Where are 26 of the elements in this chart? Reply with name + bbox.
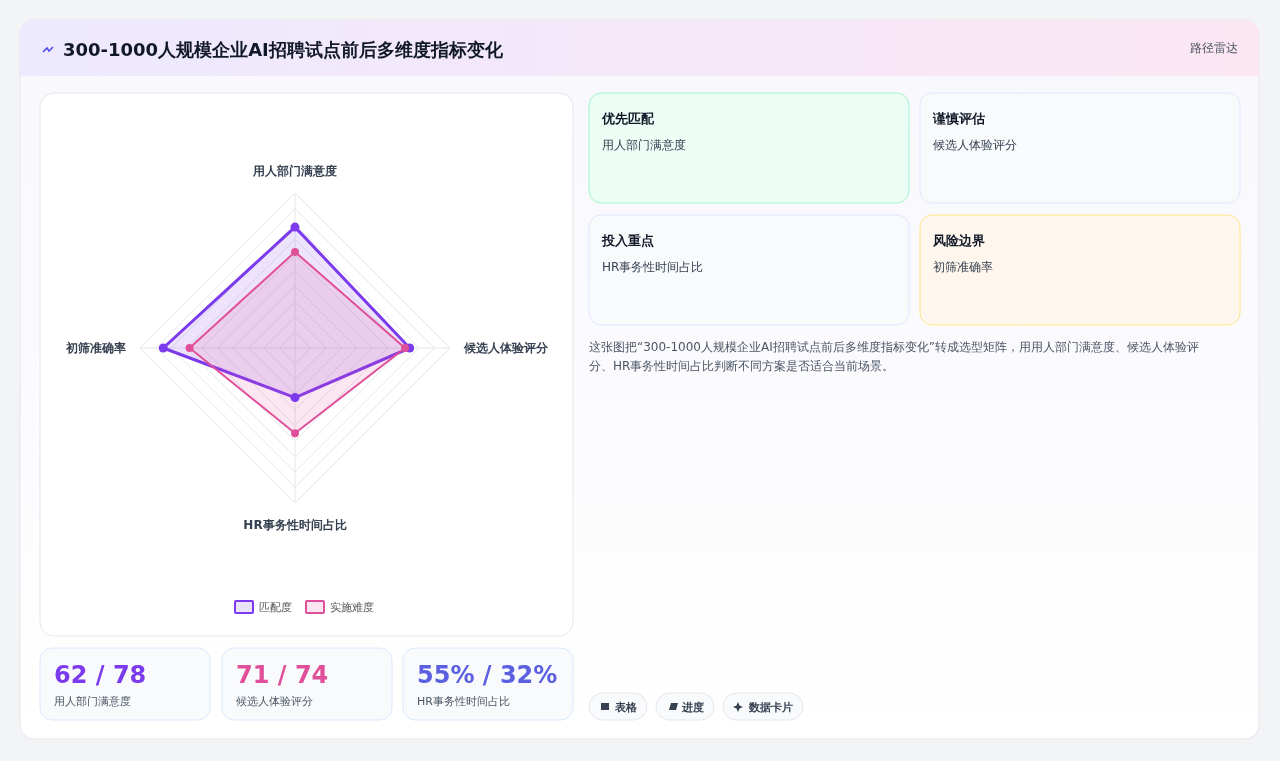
text: 风险边界 — [932, 233, 985, 248]
text: HR事务性时间占比 — [417, 695, 510, 708]
spoke-label: HR事务性时间占比 — [243, 518, 347, 532]
text: 路径雷达 — [1190, 41, 1238, 55]
text: 62 / 78 — [54, 661, 147, 689]
text: 候选人体验评分 — [236, 695, 313, 708]
text: 71 / 74 — [236, 661, 329, 689]
text: 用人部门满意度 — [54, 695, 131, 708]
text: 55% / 32% — [417, 661, 558, 689]
legend-label: 匹配度 — [259, 601, 292, 614]
text: 谨慎评估 — [932, 111, 985, 126]
text: 初筛准确率 — [933, 260, 993, 274]
text: 用人部门满意度 — [602, 138, 686, 152]
text: 进度 — [681, 701, 704, 714]
text: 投入重点 — [601, 233, 654, 248]
text: 数据卡片 — [748, 701, 793, 714]
text: 表格 — [614, 701, 638, 714]
text: HR事务性时间占比 — [602, 260, 704, 274]
chart-title: 300-1000人规模企业AI招聘试点前后多维度指标变化 — [63, 39, 504, 60]
spoke-label: 候选人体验评分 — [463, 341, 549, 355]
spoke-label: 初筛准确率 — [65, 341, 126, 355]
legend-label: 实施难度 — [330, 601, 374, 614]
text: 这张图把“300-1000人规模企业AI招聘试点前后多维度指标变化”转成选型矩阵，用用人部门满意度、候选人体验评分、HR事务性时间占比判断不同方案是否适合当前场景。 — [589, 340, 1199, 373]
spoke-label: 用人部门满意度 — [252, 164, 337, 178]
text: 优先匹配 — [601, 111, 655, 126]
text: 候选人体验评分 — [933, 138, 1017, 152]
